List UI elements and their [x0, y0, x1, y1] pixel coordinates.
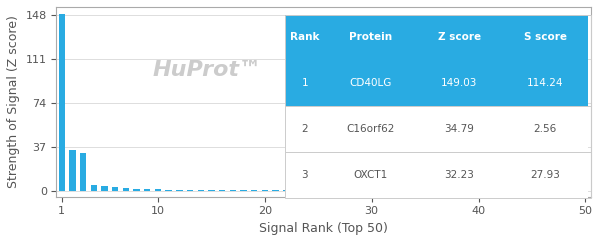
Bar [283, 190, 289, 191]
Bar [155, 189, 161, 191]
FancyBboxPatch shape [502, 60, 588, 106]
Bar [208, 190, 215, 191]
FancyBboxPatch shape [502, 15, 588, 60]
Bar [240, 190, 247, 191]
Bar [401, 190, 407, 191]
Bar [433, 190, 439, 191]
Bar [337, 190, 343, 191]
Bar [197, 190, 204, 191]
Bar [166, 189, 172, 191]
Bar [304, 190, 311, 191]
Text: 149.03: 149.03 [441, 78, 478, 88]
FancyBboxPatch shape [285, 60, 325, 106]
FancyBboxPatch shape [502, 106, 588, 152]
Y-axis label: Strength of Signal (Z score): Strength of Signal (Z score) [7, 15, 20, 188]
Bar [91, 185, 97, 191]
FancyBboxPatch shape [285, 106, 325, 152]
Bar [315, 190, 322, 191]
Bar [411, 190, 418, 191]
Bar [112, 187, 118, 191]
Text: 114.24: 114.24 [527, 78, 563, 88]
Text: CD40LG: CD40LG [349, 78, 392, 88]
Bar [293, 190, 300, 191]
Bar [464, 190, 471, 191]
Bar [443, 190, 449, 191]
Text: 32.23: 32.23 [445, 170, 475, 180]
Text: HuProt™: HuProt™ [152, 60, 262, 80]
FancyBboxPatch shape [502, 152, 588, 198]
Bar [144, 189, 151, 191]
Bar [69, 150, 76, 191]
Bar [101, 186, 108, 191]
FancyBboxPatch shape [285, 15, 325, 60]
Text: Z score: Z score [438, 32, 481, 42]
Bar [80, 153, 86, 191]
FancyBboxPatch shape [416, 60, 502, 106]
Bar [368, 190, 375, 191]
Text: 2.56: 2.56 [533, 124, 557, 134]
Text: 3: 3 [302, 170, 308, 180]
Text: Rank: Rank [290, 32, 320, 42]
FancyBboxPatch shape [325, 60, 416, 106]
Bar [454, 190, 460, 191]
Bar [133, 189, 140, 191]
Bar [123, 188, 129, 191]
Text: S score: S score [524, 32, 566, 42]
FancyBboxPatch shape [416, 152, 502, 198]
Text: 27.93: 27.93 [530, 170, 560, 180]
Text: 2: 2 [302, 124, 308, 134]
Text: C16orf62: C16orf62 [346, 124, 395, 134]
FancyBboxPatch shape [285, 152, 591, 153]
FancyBboxPatch shape [285, 152, 325, 198]
Text: 34.79: 34.79 [445, 124, 475, 134]
Bar [59, 14, 65, 191]
Bar [390, 190, 396, 191]
Bar [219, 190, 225, 191]
Text: Protein: Protein [349, 32, 392, 42]
Bar [230, 190, 236, 191]
Bar [358, 190, 364, 191]
Bar [347, 190, 353, 191]
X-axis label: Signal Rank (Top 50): Signal Rank (Top 50) [259, 222, 388, 235]
Bar [326, 190, 332, 191]
FancyBboxPatch shape [416, 15, 502, 60]
Bar [379, 190, 386, 191]
Bar [497, 190, 503, 191]
Bar [486, 190, 493, 191]
FancyBboxPatch shape [325, 15, 416, 60]
Bar [422, 190, 428, 191]
Bar [272, 190, 279, 191]
Text: OXCT1: OXCT1 [353, 170, 388, 180]
FancyBboxPatch shape [325, 152, 416, 198]
Text: 1: 1 [302, 78, 308, 88]
Bar [187, 190, 193, 191]
Bar [176, 190, 182, 191]
FancyBboxPatch shape [285, 106, 591, 107]
Bar [475, 190, 482, 191]
Bar [262, 190, 268, 191]
FancyBboxPatch shape [325, 106, 416, 152]
FancyBboxPatch shape [416, 106, 502, 152]
Bar [251, 190, 257, 191]
